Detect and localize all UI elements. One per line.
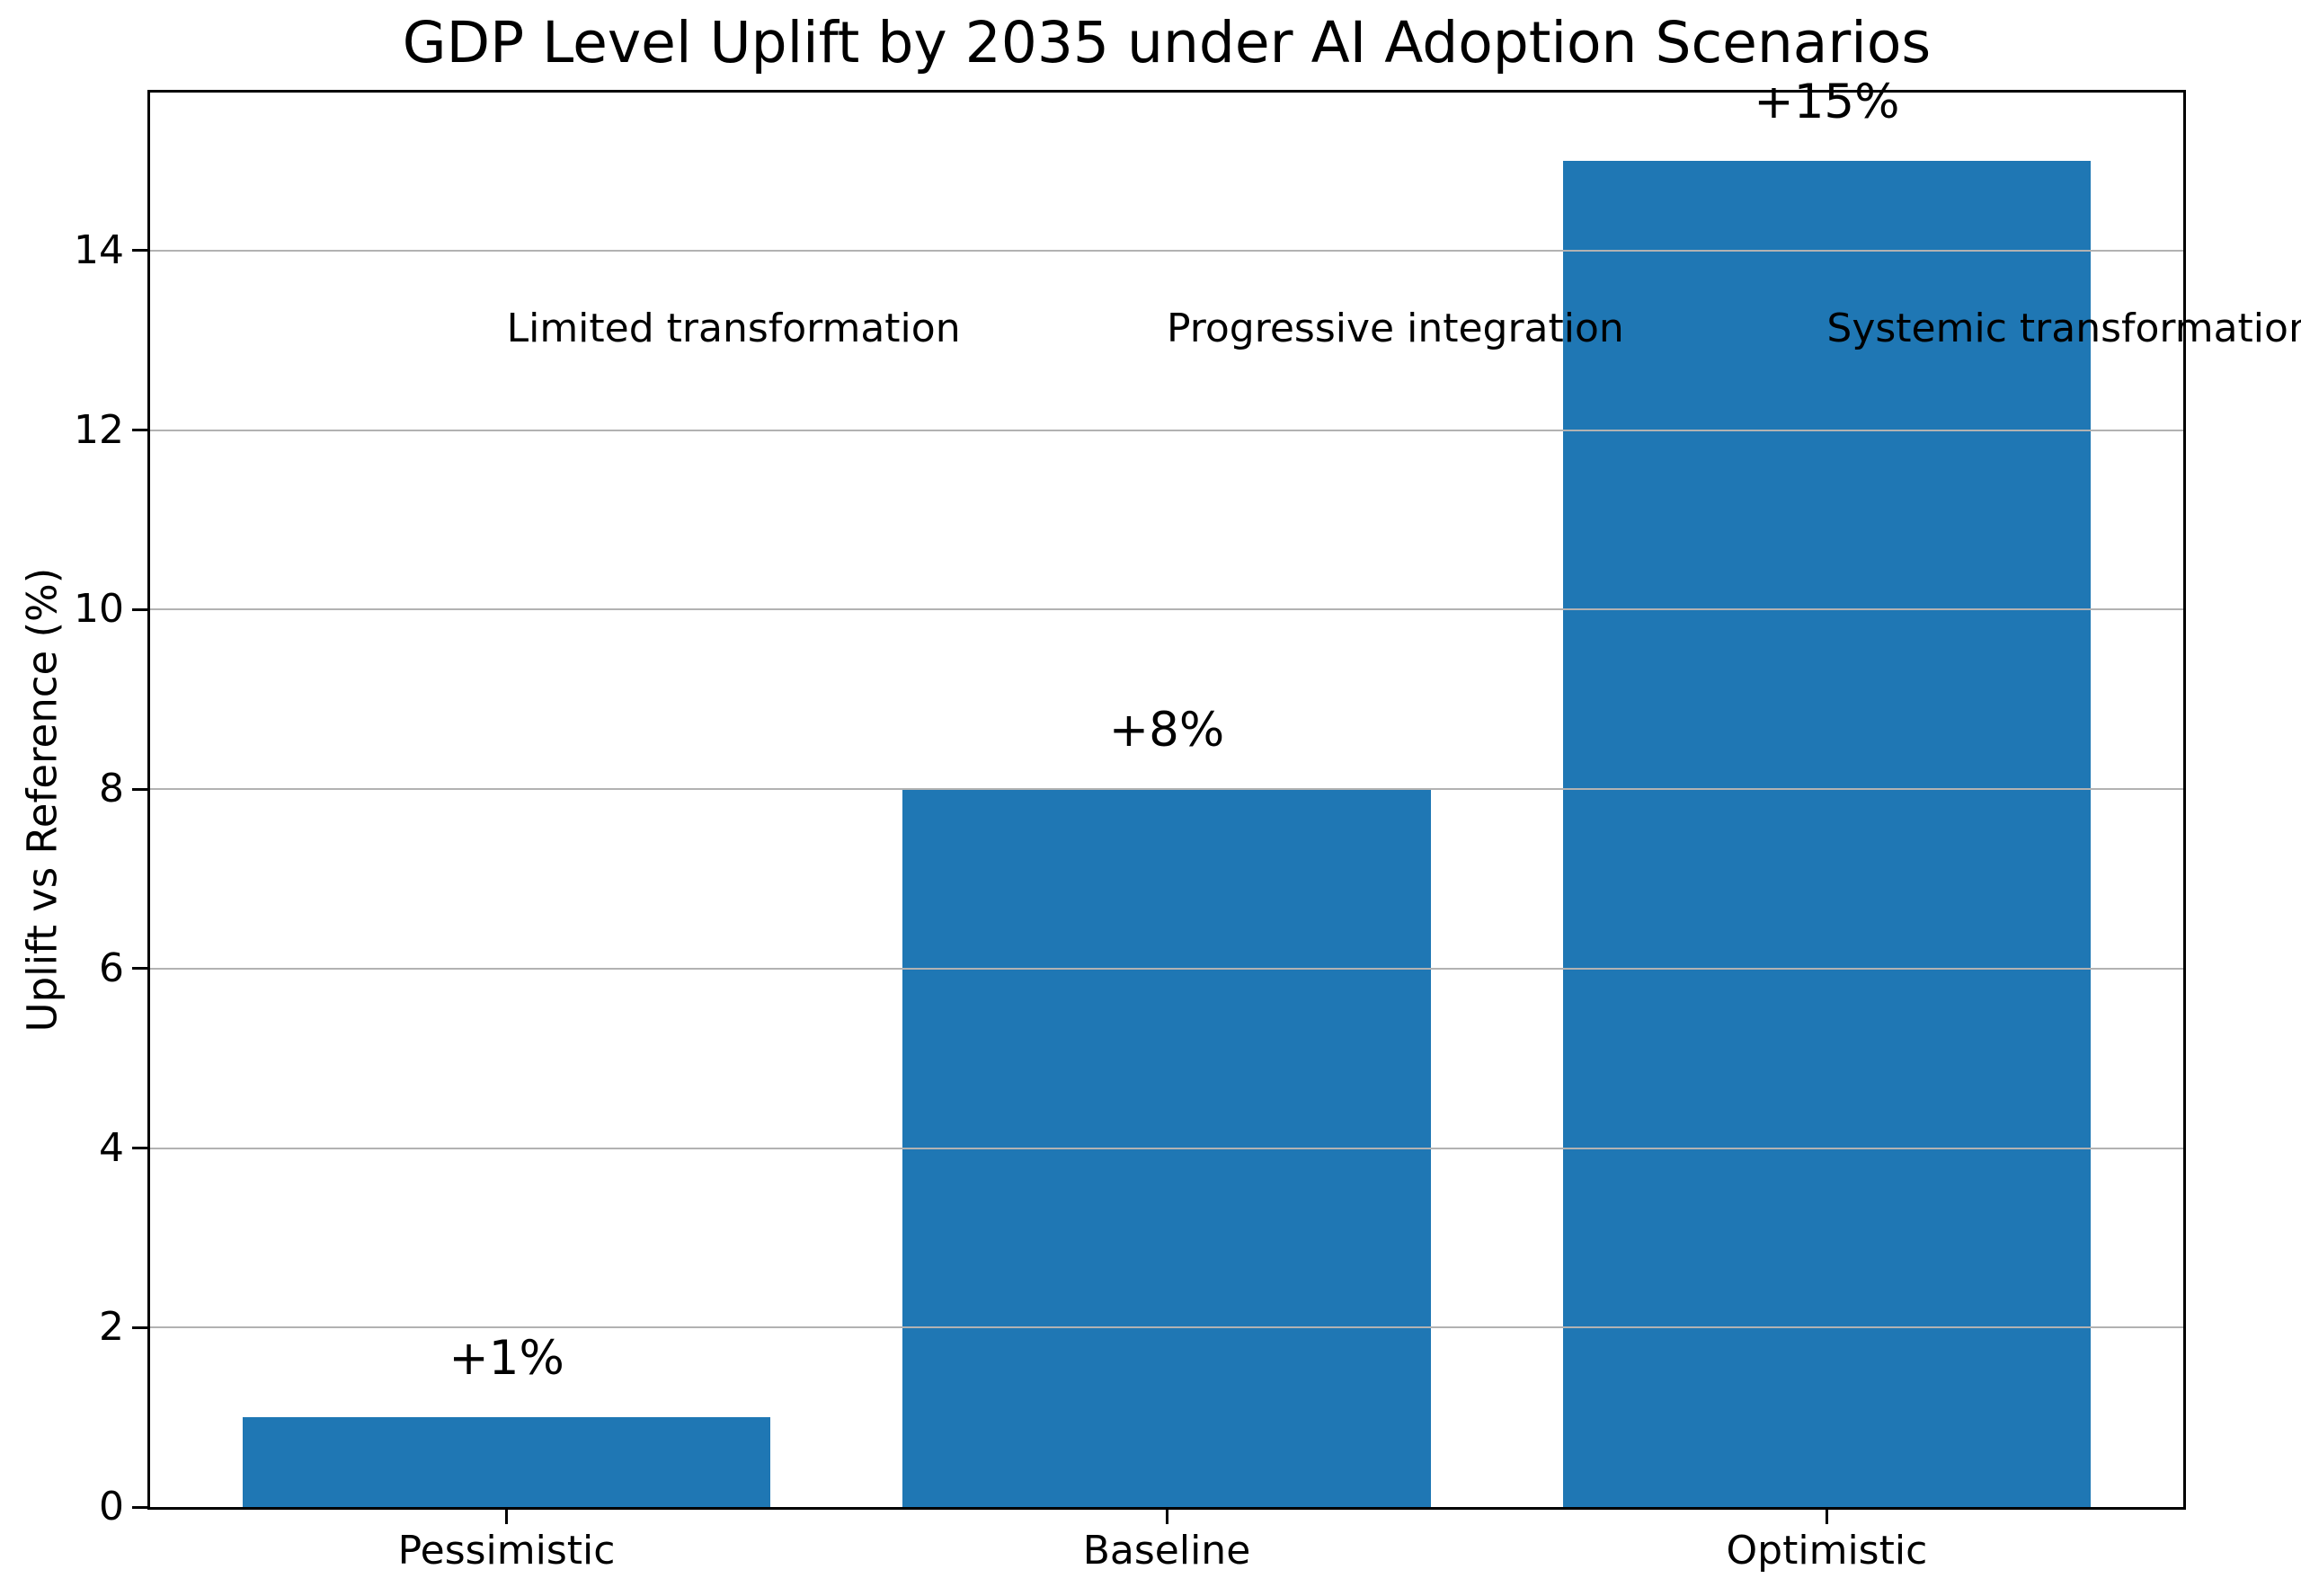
annotation-label: Limited transformation [506, 305, 961, 351]
y-tick-label: 14 [74, 226, 124, 273]
y-tick-label: 8 [99, 766, 124, 811]
gridline [150, 1326, 2183, 1329]
y-tick-mark [132, 1326, 147, 1329]
x-tick-label: Pessimistic [397, 1528, 616, 1574]
gridline [150, 1147, 2183, 1149]
y-tick-mark [132, 1505, 147, 1509]
x-tick-mark [505, 1510, 509, 1524]
y-tick-label: 2 [99, 1304, 124, 1351]
bar [1562, 160, 2092, 1507]
bar-value-label: +1% [449, 1331, 564, 1387]
y-tick-mark [132, 787, 147, 791]
x-tick-mark [1165, 1510, 1168, 1524]
bar [242, 1417, 771, 1507]
gridline [150, 608, 2183, 611]
chart-title: GDP Level Uplift by 2035 under AI Adopti… [402, 10, 1932, 75]
gridline [150, 429, 2183, 431]
gridline [150, 967, 2183, 970]
y-tick-mark [132, 967, 147, 971]
gridline [150, 788, 2183, 790]
y-tick-label: 6 [99, 944, 124, 991]
bar-value-label: +8% [1108, 703, 1225, 758]
gridline [150, 249, 2183, 252]
x-tick-label: Optimistic [1726, 1528, 1928, 1574]
x-tick-mark [1825, 1510, 1828, 1524]
y-tick-label: 0 [99, 1484, 124, 1530]
y-tick-label: 10 [74, 586, 124, 633]
y-tick-mark [132, 249, 147, 253]
bar-value-label: +15% [1754, 74, 1900, 129]
y-tick-mark [132, 429, 147, 432]
y-tick-mark [132, 607, 147, 611]
y-tick-mark [132, 1147, 147, 1149]
x-tick-label: Baseline [1082, 1528, 1251, 1574]
annotation-label: Systemic transformation [1826, 305, 2301, 351]
y-tick-label: 4 [99, 1124, 124, 1171]
annotation-label: Progressive integration [1167, 305, 1624, 351]
y-tick-label: 12 [74, 406, 124, 453]
plot-area: +1% +8% +15% Limited transformation Progress… [147, 75, 2301, 1510]
